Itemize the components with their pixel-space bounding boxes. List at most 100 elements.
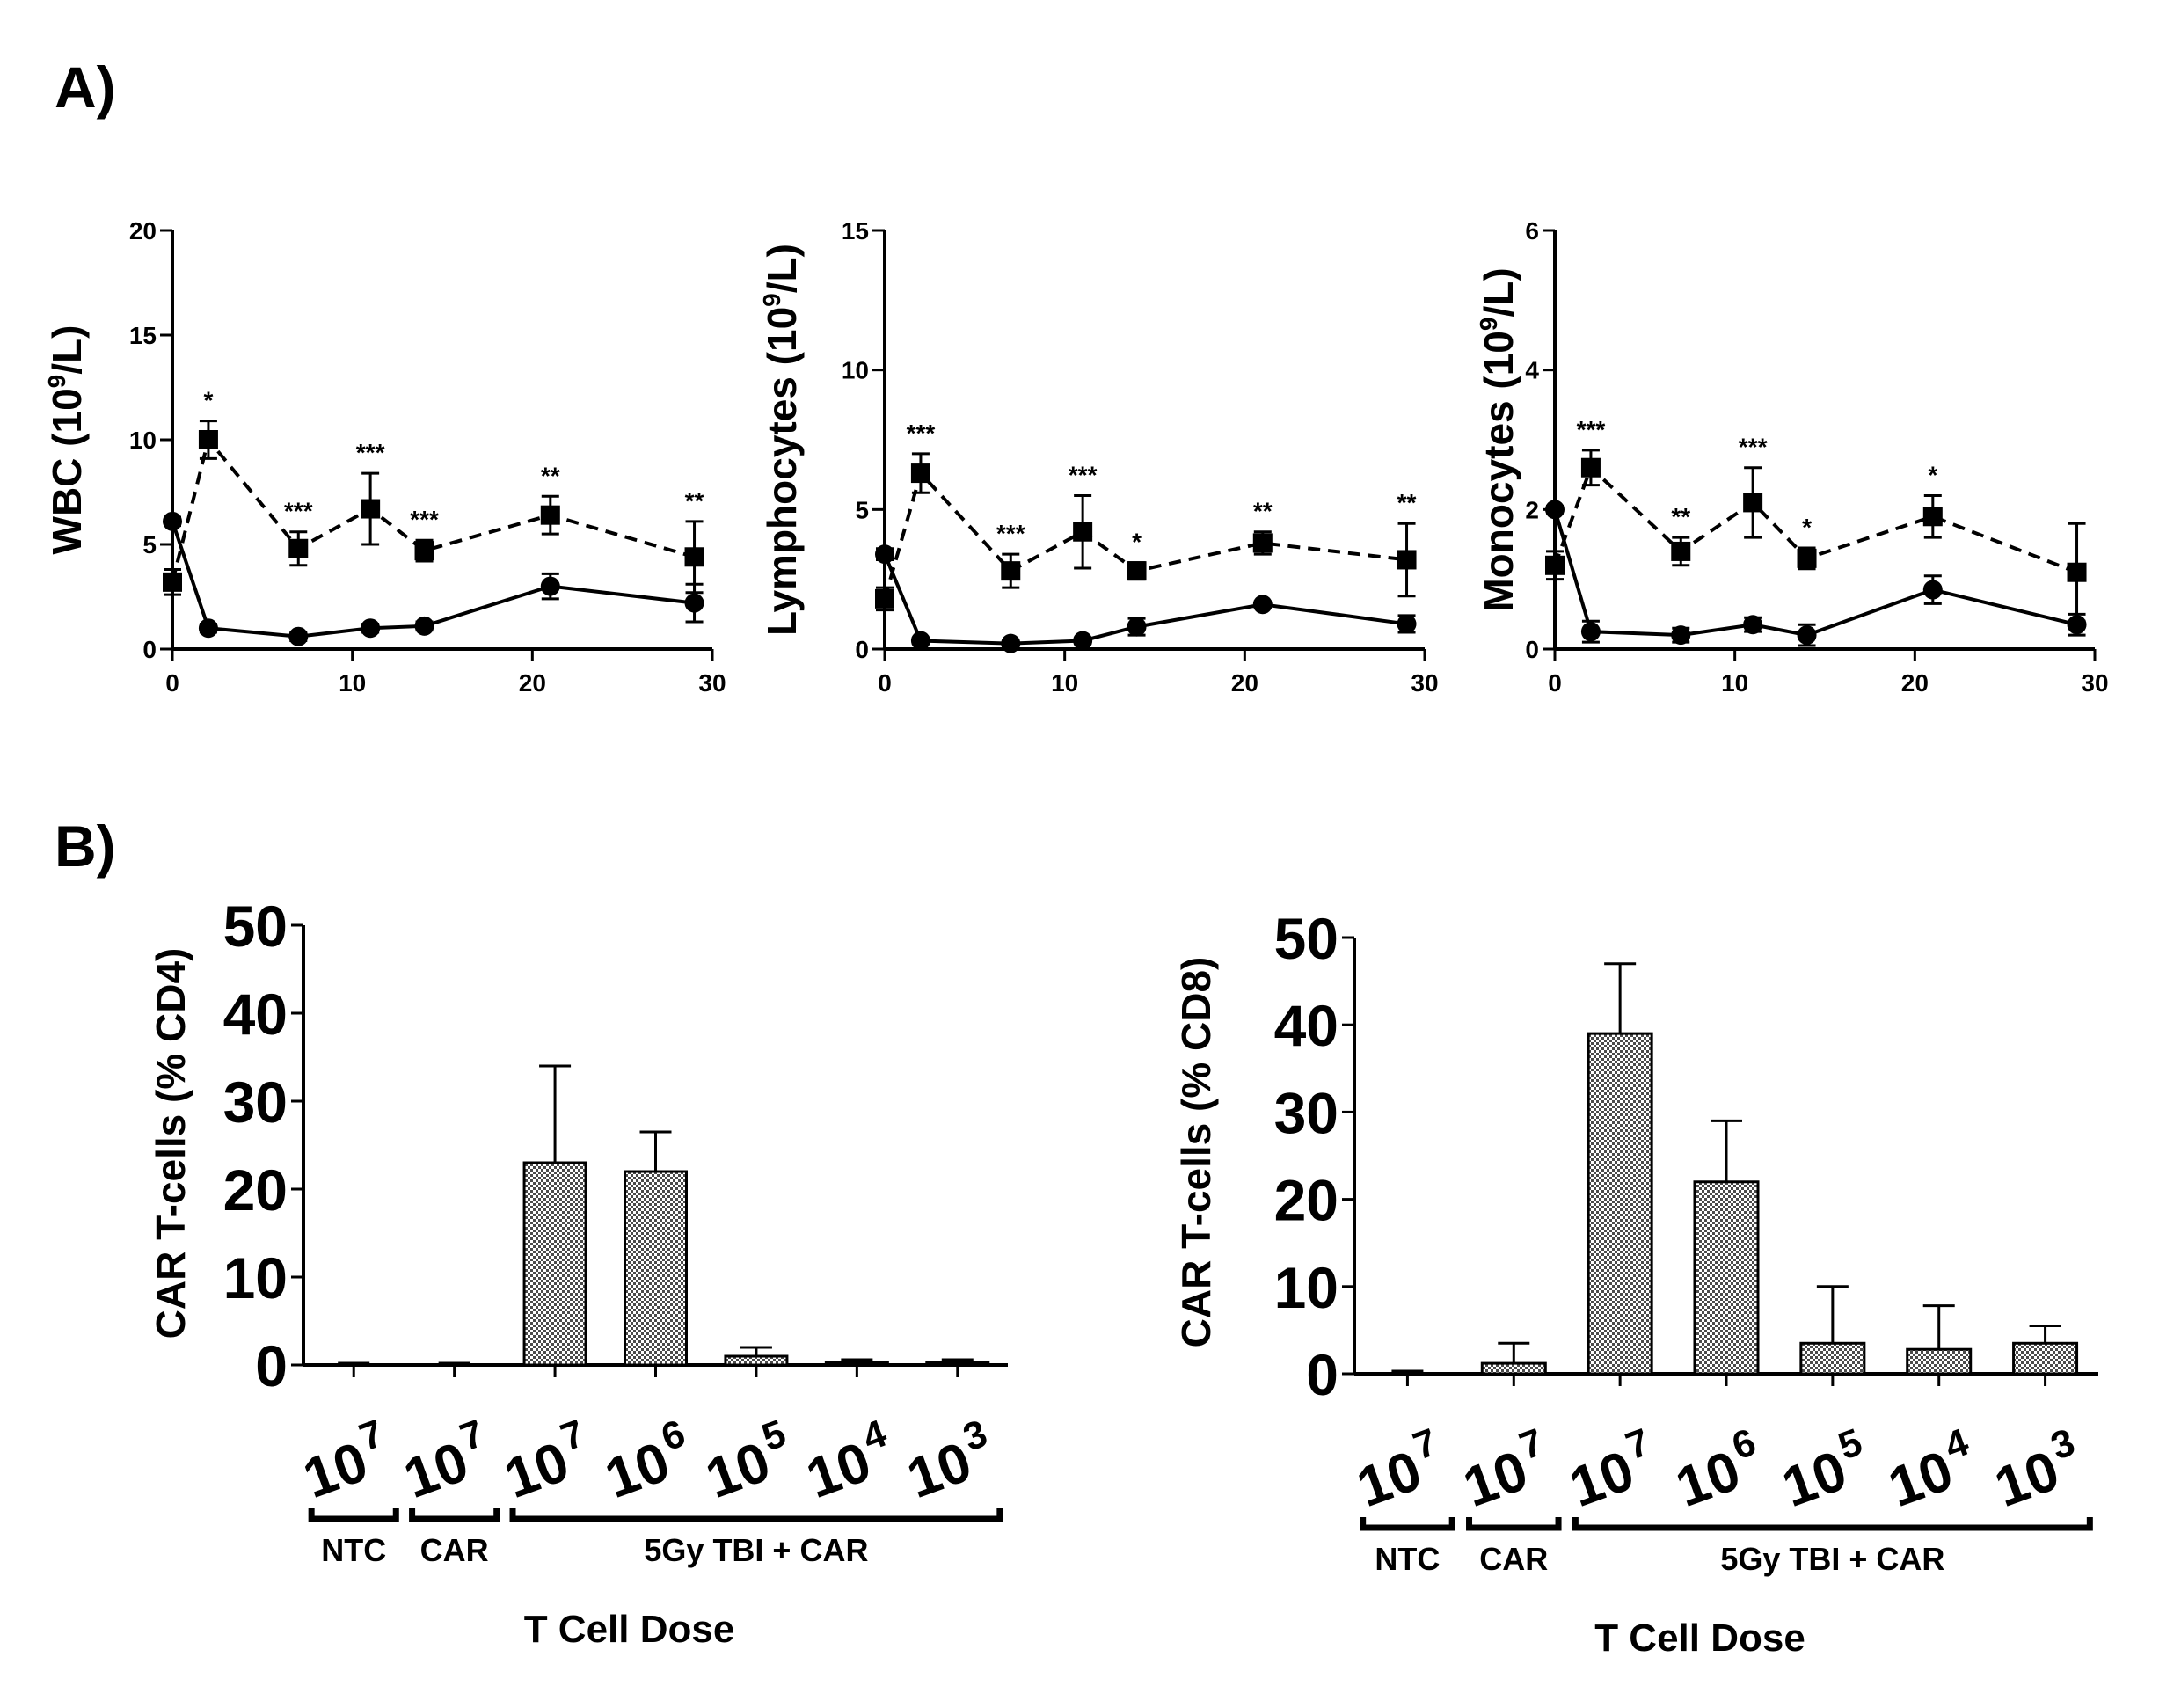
y-tick-label: 30 (1274, 1080, 1339, 1145)
group-bracket (1466, 1517, 1562, 1531)
y-axis-label-tail: /L) (44, 325, 90, 375)
bar (1693, 1180, 1760, 1376)
group-label: NTC (1375, 1541, 1440, 1577)
significance-label: *** (996, 520, 1025, 547)
y-tick-label: 0 (855, 636, 869, 663)
significance-label: * (1928, 461, 1937, 488)
data-point-circle (288, 626, 309, 646)
y-tick-label: 0 (1525, 636, 1539, 663)
y-axis-label: CAR T-cells (% CD4) (148, 948, 193, 1339)
y-tick-label: 0 (142, 636, 157, 663)
significance-label: * (1132, 529, 1142, 556)
x-tick-label: 0 (165, 669, 179, 697)
data-point-circle (198, 618, 218, 639)
y-axis-label: Monocytes (109/L) (1475, 267, 1521, 611)
y-tick-label: 0 (255, 1333, 288, 1398)
data-point-square (1073, 522, 1093, 542)
data-point-circle (2067, 615, 2087, 635)
x-tick-label: 30 (1411, 669, 1438, 697)
x-tick-label: 10 (339, 669, 366, 697)
y-axis-label-tail: /L) (759, 244, 805, 293)
data-point-circle (1922, 580, 1943, 600)
y-tick-label: 10 (1274, 1255, 1339, 1320)
significance-label: * (1802, 514, 1812, 541)
data-point-circle (1545, 500, 1565, 520)
y-tick-label: 20 (1274, 1168, 1339, 1233)
data-point-square (1922, 507, 1943, 527)
y-tick-label: 5 (142, 531, 157, 558)
group-bracket (409, 1508, 500, 1522)
data-point-circle (1743, 615, 1763, 635)
significance-label: * (203, 387, 213, 414)
data-point-square (540, 505, 560, 525)
x-tick-label: 30 (2081, 669, 2108, 697)
y-axis-label-sup: 9 (43, 375, 70, 389)
data-point-circle (875, 544, 894, 565)
y-tick-label: 0 (1306, 1342, 1339, 1407)
data-point-circle (1073, 631, 1093, 651)
significance-label: ** (685, 487, 704, 515)
y-tick-label: 20 (129, 217, 157, 245)
series-line-solid-circle (171, 521, 695, 639)
data-point-square (163, 572, 182, 592)
bar (824, 1361, 889, 1367)
x-tick-label: 107 (392, 1412, 500, 1510)
x-axis-label: T Cell Dose (524, 1608, 735, 1651)
y-axis-label: CAR T-cells (% CD8) (1173, 957, 1219, 1348)
bar (1480, 1361, 1547, 1376)
y-axis-label-base: Lymphocytes (10 (759, 307, 805, 636)
x-tick-label: 103 (1983, 1420, 2090, 1519)
data-point-square (2067, 562, 2087, 582)
series-line-solid-circle (1553, 508, 2078, 638)
data-point-square (1797, 548, 1817, 568)
data-point-square (684, 547, 704, 567)
x-tick-label: 20 (1231, 669, 1258, 697)
x-tick-label: 107 (1558, 1420, 1666, 1519)
bar (1906, 1347, 1973, 1376)
data-point-square (288, 538, 309, 558)
significance-label: *** (356, 439, 385, 466)
y-tick-label: 40 (223, 982, 288, 1047)
y-tick-label: 50 (223, 894, 288, 959)
y-tick-label: 50 (1274, 906, 1339, 971)
data-point-circle (1252, 595, 1273, 615)
group-bracket (1572, 1517, 2093, 1531)
data-point-circle (414, 616, 434, 636)
data-point-square (1001, 561, 1021, 581)
significance-label: ** (1253, 498, 1273, 525)
bar (522, 1161, 587, 1367)
group-label: CAR (1479, 1541, 1548, 1577)
panel-label-b: B) (55, 814, 116, 879)
data-point-square (1743, 493, 1763, 513)
group-bracket (308, 1508, 399, 1522)
group-label: 5Gy TBI + CAR (644, 1532, 868, 1568)
x-tick-label: 20 (1901, 669, 1929, 697)
bar (624, 1170, 688, 1367)
y-tick-label: 40 (1274, 993, 1339, 1058)
y-axis-label-sup: 9 (1475, 318, 1502, 332)
x-tick-label: 106 (1665, 1420, 1772, 1519)
data-point-circle (1797, 625, 1817, 646)
y-tick-label: 15 (842, 217, 869, 245)
significance-label: ** (541, 462, 560, 489)
x-tick-label: 0 (878, 669, 892, 697)
data-point-square (1545, 555, 1565, 575)
bar (1587, 1032, 1653, 1376)
significance-label: *** (410, 506, 439, 533)
y-tick-label: 30 (223, 1069, 288, 1135)
y-tick-label: 15 (129, 322, 157, 349)
significance-label: *** (1739, 434, 1768, 461)
y-axis-label-base: WBC (10 (44, 388, 90, 554)
y-axis-label-tail: /L) (1476, 267, 1521, 317)
x-tick-label: 107 (493, 1412, 601, 1510)
bar (1799, 1341, 1866, 1376)
y-tick-label: 10 (129, 427, 157, 454)
x-tick-label: 20 (519, 669, 546, 697)
data-point-square (1580, 457, 1601, 478)
significance-label: ** (1671, 503, 1690, 530)
